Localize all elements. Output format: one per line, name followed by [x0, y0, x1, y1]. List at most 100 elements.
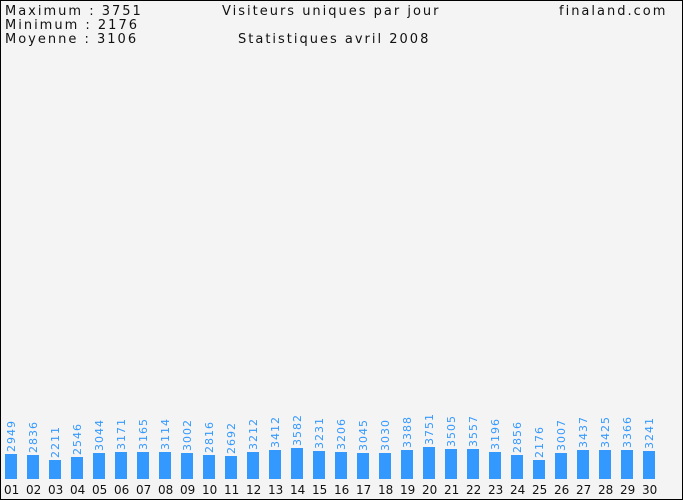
bar-day-08 — [159, 452, 171, 479]
bar-day-06 — [115, 452, 127, 479]
value-label-day-25: 2176 — [533, 426, 546, 458]
x-tick-day-06: 06 — [114, 483, 129, 497]
value-label-day-29: 3366 — [621, 416, 634, 448]
value-label-day-02: 2836 — [27, 421, 40, 453]
value-label-day-27: 3437 — [577, 416, 590, 448]
value-label-day-20: 3751 — [423, 413, 436, 445]
bar-day-25 — [533, 460, 545, 479]
bar-day-24 — [511, 455, 523, 479]
x-tick-day-07: 07 — [136, 483, 151, 497]
bar-day-09 — [181, 453, 193, 479]
x-tick-day-03: 03 — [48, 483, 63, 497]
stat-max: Maximum : 3751 — [5, 4, 143, 19]
bar-day-20 — [423, 447, 435, 479]
bar-day-02 — [27, 455, 39, 479]
x-tick-day-19: 19 — [400, 483, 415, 497]
x-tick-day-17: 17 — [356, 483, 371, 497]
value-label-day-30: 3241 — [643, 417, 656, 449]
bar-day-12 — [247, 452, 259, 479]
value-label-day-07: 3165 — [137, 418, 150, 450]
value-label-day-26: 3007 — [555, 419, 568, 451]
x-tick-day-02: 02 — [26, 483, 41, 497]
x-tick-day-21: 21 — [444, 483, 459, 497]
x-tick-day-14: 14 — [290, 483, 305, 497]
stat-avg-label: Moyenne — [5, 32, 79, 47]
x-tick-day-28: 28 — [598, 483, 613, 497]
bar-day-23 — [489, 452, 501, 479]
bar-day-01 — [5, 454, 17, 479]
bar-day-16 — [335, 452, 347, 479]
x-tick-day-20: 20 — [422, 483, 437, 497]
value-label-day-15: 3231 — [313, 417, 326, 449]
bar-day-18 — [379, 453, 391, 479]
x-tick-day-29: 29 — [620, 483, 635, 497]
x-tick-day-10: 10 — [202, 483, 217, 497]
x-tick-day-27: 27 — [576, 483, 591, 497]
x-tick-day-23: 23 — [488, 483, 503, 497]
x-tick-day-09: 09 — [180, 483, 195, 497]
chart-title: Visiteurs uniques par jour — [222, 4, 441, 19]
value-label-day-17: 3045 — [357, 419, 370, 451]
bar-day-26 — [555, 453, 567, 479]
bar-day-11 — [225, 456, 237, 479]
x-tick-day-05: 05 — [92, 483, 107, 497]
x-tick-day-25: 25 — [532, 483, 547, 497]
stat-max-value: 3751 — [101, 4, 143, 19]
value-label-day-19: 3388 — [401, 416, 414, 448]
bar-day-05 — [93, 453, 105, 479]
x-tick-day-13: 13 — [268, 483, 283, 497]
x-tick-day-24: 24 — [510, 483, 525, 497]
value-label-day-08: 3114 — [159, 418, 172, 450]
stat-min-label: Minimum — [5, 18, 80, 33]
value-label-day-11: 2692 — [225, 422, 238, 454]
stat-avg: Moyenne : 3106 — [5, 32, 139, 47]
bar-day-22 — [467, 449, 479, 479]
value-label-day-16: 3206 — [335, 418, 348, 450]
bar-day-14 — [291, 448, 303, 479]
value-label-day-09: 3002 — [181, 419, 194, 451]
bar-day-03 — [49, 460, 61, 479]
site-name: finaland.com — [559, 4, 668, 19]
value-label-day-06: 3171 — [115, 418, 128, 450]
bar-day-07 — [137, 452, 149, 479]
bar-day-04 — [71, 457, 83, 479]
value-label-day-03: 2211 — [49, 426, 62, 458]
value-label-day-18: 3030 — [379, 419, 392, 451]
stat-avg-value: 3106 — [97, 32, 139, 47]
bar-day-10 — [203, 455, 215, 479]
bar-day-19 — [401, 450, 413, 479]
x-tick-day-01: 01 — [4, 483, 19, 497]
bar-day-21 — [445, 449, 457, 479]
x-tick-day-22: 22 — [466, 483, 481, 497]
bar-day-15 — [313, 451, 325, 479]
value-label-day-24: 2856 — [511, 421, 524, 453]
value-label-day-12: 3212 — [247, 418, 260, 450]
bar-day-13 — [269, 450, 281, 479]
value-label-day-04: 2546 — [71, 423, 84, 455]
bar-day-17 — [357, 453, 369, 479]
value-label-day-28: 3425 — [599, 416, 612, 448]
stat-max-label: Maximum — [5, 4, 84, 19]
x-tick-day-08: 08 — [158, 483, 173, 497]
x-tick-day-15: 15 — [312, 483, 327, 497]
bar-day-29 — [621, 450, 633, 479]
value-label-day-23: 3196 — [489, 418, 502, 450]
value-label-day-22: 3557 — [467, 415, 480, 447]
chart-subtitle: Statistiques avril 2008 — [238, 32, 431, 47]
x-tick-day-18: 18 — [378, 483, 393, 497]
x-tick-day-12: 12 — [246, 483, 261, 497]
x-tick-day-11: 11 — [224, 483, 239, 497]
x-tick-day-16: 16 — [334, 483, 349, 497]
x-tick-day-30: 30 — [642, 483, 657, 497]
stat-min: Minimum : 2176 — [5, 18, 139, 33]
bar-day-28 — [599, 450, 611, 479]
value-label-day-14: 3582 — [291, 414, 304, 446]
bar-day-27 — [577, 450, 589, 479]
stat-min-value: 2176 — [97, 18, 139, 33]
value-label-day-21: 3505 — [445, 415, 458, 447]
x-tick-day-04: 04 — [70, 483, 85, 497]
value-label-day-01: 2949 — [5, 420, 18, 452]
bar-day-30 — [643, 451, 655, 479]
